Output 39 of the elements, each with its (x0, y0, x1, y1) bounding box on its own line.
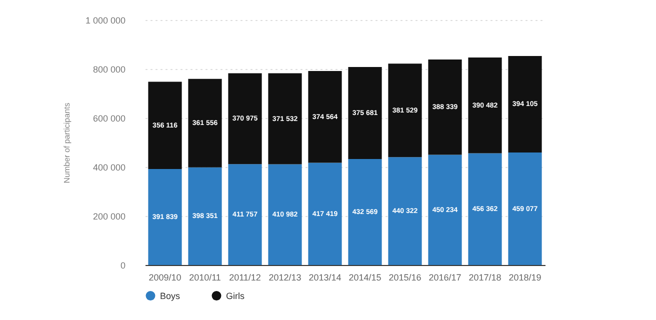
bar (468, 58, 502, 154)
x-tick-label: 2009/10 (148, 272, 182, 282)
legend-label: Boys (160, 290, 181, 301)
bar (308, 70, 342, 163)
x-tick-label: 2013/14 (308, 272, 342, 282)
x-tick-label: 2012/13 (268, 272, 302, 282)
bar (508, 152, 542, 265)
bar (428, 154, 462, 265)
y-tick-label: 400 000 (92, 162, 126, 172)
y-tick-label: 600 000 (92, 114, 126, 124)
y-axis-title: Number of participants (62, 102, 72, 184)
bar (308, 162, 342, 265)
y-tick-label: 0 (120, 260, 126, 270)
bar (508, 56, 542, 153)
x-tick-label: 2015/16 (388, 272, 422, 282)
bar (268, 73, 302, 164)
bar (468, 153, 502, 265)
x-tick-label: 2010/11 (189, 272, 221, 282)
bar (348, 66, 382, 160)
x-tick-label: 2017/18 (468, 272, 502, 282)
bar (228, 164, 262, 265)
bar (348, 159, 382, 265)
y-tick-label: 200 000 (92, 212, 126, 222)
bar (428, 60, 462, 155)
bar (148, 82, 182, 169)
bar (268, 164, 302, 265)
bar (228, 73, 262, 164)
legend-label: Girls (226, 290, 245, 301)
y-tick-label: 800 000 (92, 64, 126, 74)
bar (188, 78, 222, 168)
bar (148, 169, 182, 265)
bar (388, 64, 422, 158)
x-tick-label: 2014/15 (348, 272, 382, 282)
x-tick-label: 2016/17 (428, 272, 462, 282)
x-tick-label: 2011/12 (229, 272, 261, 282)
y-tick-label: 1 000 000 (85, 16, 126, 26)
bar (188, 167, 222, 265)
x-tick-label: 2018/19 (508, 272, 542, 282)
bar (388, 157, 422, 265)
